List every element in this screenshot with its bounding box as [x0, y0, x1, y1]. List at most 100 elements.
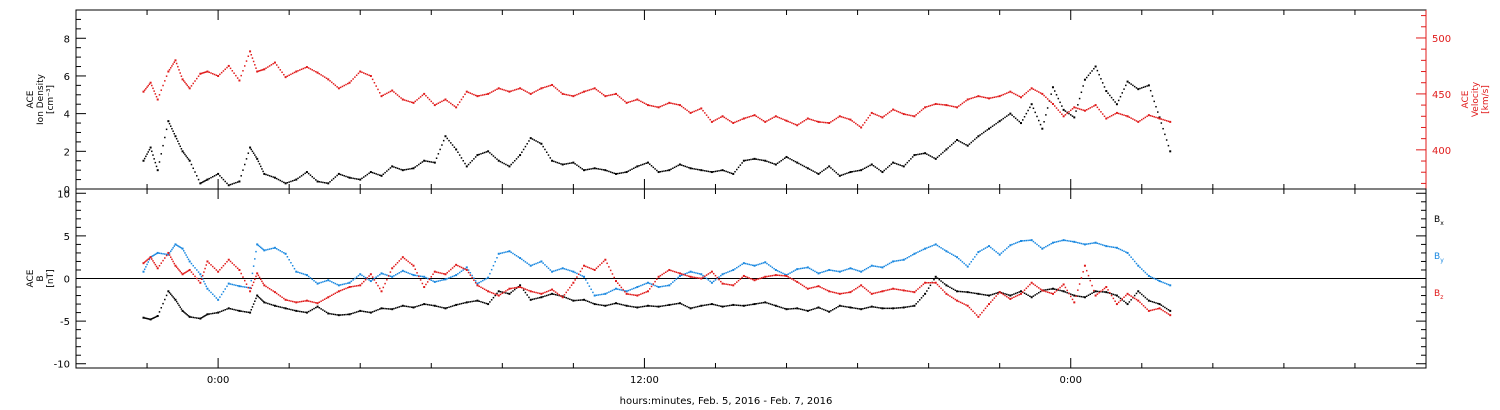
bx-point-interp — [168, 291, 171, 294]
by-point-interp — [403, 270, 406, 273]
bx-point-interp — [377, 309, 379, 311]
bz-point-interp — [773, 274, 775, 277]
density-point-interp — [474, 156, 477, 158]
bz-point-interp — [332, 293, 335, 296]
bz-point-interp — [663, 272, 665, 275]
density-point-interp — [590, 168, 592, 170]
velocity-point-interp — [1082, 109, 1084, 111]
velocity-point — [892, 108, 895, 111]
density-point-interp — [250, 148, 253, 151]
bz-point-interp — [233, 264, 235, 266]
velocity-point-interp — [768, 119, 770, 121]
velocity-point-interp — [409, 100, 411, 103]
bz-point-interp — [201, 274, 204, 277]
density-point-interp — [184, 153, 186, 156]
velocity-point-interp — [853, 121, 855, 123]
velocity-point-interp — [336, 86, 338, 88]
density-point-interp — [1057, 97, 1060, 100]
bx-point-interp — [842, 305, 845, 308]
bx-point — [678, 302, 681, 305]
bz-point — [295, 301, 298, 304]
density-point — [238, 180, 241, 183]
velocity-point-interp — [426, 96, 429, 99]
by-point-interp — [997, 252, 999, 254]
velocity-point-interp — [430, 100, 433, 103]
bz-point-interp — [318, 301, 321, 303]
velocity-point-interp — [1101, 113, 1104, 115]
density-point-interp — [432, 161, 434, 164]
velocity-point-interp — [480, 94, 482, 97]
by-point-interp — [1011, 243, 1013, 246]
bz-point-interp — [961, 302, 964, 304]
velocity-point-interp — [734, 121, 736, 123]
by-point — [1020, 239, 1022, 242]
bz-point-interp — [528, 289, 530, 292]
bx-point-interp — [890, 307, 893, 310]
bx-point — [508, 292, 511, 295]
by-point-interp — [815, 271, 818, 274]
bz-point-interp — [680, 273, 683, 275]
by-point-interp — [469, 272, 472, 274]
bx-point-interp — [805, 309, 807, 312]
velocity-point-interp — [611, 93, 614, 96]
by-point — [359, 273, 362, 276]
by-point-interp — [879, 266, 882, 268]
velocity-point — [998, 95, 1001, 98]
bx-point — [849, 306, 852, 309]
bz-point-interp — [179, 270, 181, 273]
density-point-interp — [1013, 116, 1015, 118]
bx-point-interp — [355, 311, 358, 313]
velocity-point-interp — [798, 123, 800, 125]
density-point-interp — [242, 169, 244, 171]
bx-point-interp — [981, 293, 983, 296]
density-point-interp — [920, 153, 923, 155]
bz-point-interp — [515, 286, 518, 289]
density-tick-label: 6 — [64, 72, 70, 83]
velocity-point-interp — [418, 97, 420, 100]
velocity-point — [316, 71, 319, 74]
density-point-interp — [1117, 99, 1120, 102]
bz-point-interp — [890, 288, 893, 290]
by-point-interp — [865, 267, 868, 270]
density-point-interp — [357, 178, 360, 181]
bx-point-interp — [736, 304, 738, 306]
bx-point-interp — [501, 291, 504, 293]
bx-point-interp — [737, 304, 740, 307]
legend-entry: Bz — [1434, 289, 1443, 301]
velocity-point-interp — [823, 121, 825, 124]
by-point-interp — [245, 286, 248, 289]
density-point-interp — [943, 150, 946, 152]
bx-point-interp — [155, 315, 158, 318]
by-point-interp — [780, 271, 782, 274]
bx-point-interp — [464, 302, 466, 304]
bz-point-interp — [1117, 301, 1120, 304]
bz-point — [1126, 292, 1129, 295]
velocity-point — [721, 115, 724, 118]
bx-point-interp — [926, 290, 928, 292]
density-point-interp — [291, 180, 294, 182]
by-point-interp — [666, 284, 669, 287]
density-point — [785, 155, 788, 158]
density-point-interp — [696, 168, 699, 171]
bx-point — [540, 296, 543, 299]
bx-point-interp — [524, 291, 527, 294]
bx-point — [583, 298, 586, 301]
by-point-interp — [714, 279, 717, 281]
by-point-interp — [240, 285, 242, 288]
bx-point-interp — [716, 304, 718, 307]
velocity-point-interp — [1112, 114, 1115, 116]
density-point-interp — [688, 166, 690, 169]
bz-point-interp — [286, 299, 289, 301]
velocity-point — [1094, 104, 1097, 107]
by-point — [881, 266, 884, 269]
by-point — [988, 245, 991, 248]
by-point-interp — [883, 265, 885, 268]
bx-point-interp — [617, 302, 619, 305]
density-point-interp — [780, 159, 782, 162]
bz-point-interp — [641, 292, 644, 295]
bz-point-interp — [736, 281, 738, 283]
bz-point-interp — [664, 271, 667, 273]
by-point-interp — [352, 279, 354, 281]
by-point-interp — [277, 249, 280, 251]
